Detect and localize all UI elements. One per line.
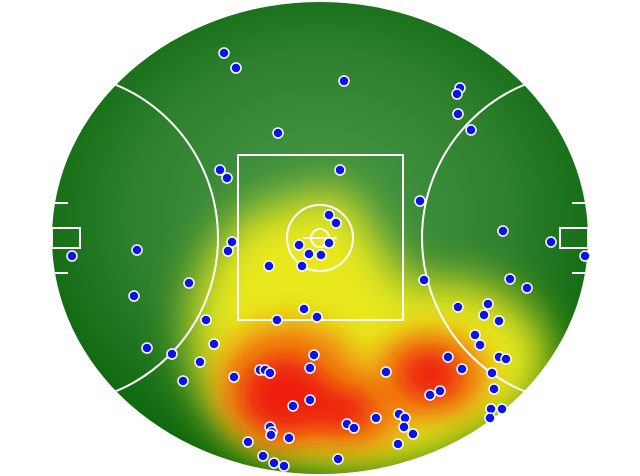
point — [323, 209, 335, 221]
point — [128, 290, 140, 302]
point — [298, 303, 310, 315]
point — [486, 367, 498, 379]
point — [497, 225, 509, 237]
point — [478, 309, 490, 321]
point — [484, 412, 496, 424]
point — [496, 403, 508, 415]
point — [370, 412, 382, 424]
point — [304, 394, 316, 406]
point — [348, 422, 360, 434]
point — [66, 250, 78, 262]
point — [208, 338, 220, 350]
point — [334, 164, 346, 176]
point — [272, 127, 284, 139]
point — [323, 237, 335, 249]
point — [414, 195, 426, 207]
point — [287, 400, 299, 412]
point — [500, 353, 512, 365]
point — [283, 432, 295, 444]
point — [228, 371, 240, 383]
point — [264, 367, 276, 379]
point — [304, 362, 316, 374]
point — [271, 314, 283, 326]
point — [452, 301, 464, 313]
point — [465, 124, 477, 136]
point — [257, 450, 269, 462]
point — [398, 421, 410, 433]
point — [338, 75, 350, 87]
point — [442, 351, 454, 363]
point — [303, 248, 315, 260]
point — [474, 339, 486, 351]
point — [296, 260, 308, 272]
point — [482, 298, 494, 310]
point — [221, 172, 233, 184]
point — [183, 277, 195, 289]
point — [308, 349, 320, 361]
point — [278, 460, 290, 472]
point — [407, 428, 419, 440]
point — [242, 436, 254, 448]
point — [418, 274, 430, 286]
point — [141, 342, 153, 354]
point — [218, 47, 230, 59]
point — [488, 383, 500, 395]
point — [579, 250, 591, 262]
point — [451, 88, 463, 100]
point — [194, 356, 206, 368]
point — [380, 366, 392, 378]
point — [392, 438, 404, 450]
point — [315, 249, 327, 261]
point — [332, 453, 344, 465]
point — [263, 260, 275, 272]
point — [177, 375, 189, 387]
point — [493, 315, 505, 327]
point — [469, 329, 481, 341]
point — [330, 217, 342, 229]
point — [222, 245, 234, 257]
point — [504, 273, 516, 285]
point — [200, 314, 212, 326]
point — [452, 108, 464, 120]
point — [131, 244, 143, 256]
point — [214, 164, 226, 176]
point — [521, 282, 533, 294]
point — [311, 311, 323, 323]
point — [434, 385, 446, 397]
point — [293, 239, 305, 251]
point — [268, 457, 280, 469]
point — [424, 389, 436, 401]
point — [545, 236, 557, 248]
point — [265, 429, 277, 441]
point — [456, 363, 468, 375]
point — [166, 348, 178, 360]
point — [230, 62, 242, 74]
